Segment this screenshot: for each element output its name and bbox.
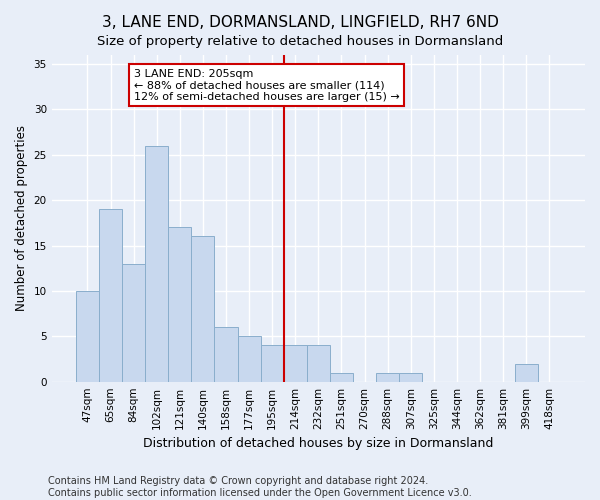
- Bar: [399, 372, 422, 382]
- Text: 3, LANE END, DORMANSLAND, LINGFIELD, RH7 6ND: 3, LANE END, DORMANSLAND, LINGFIELD, RH7…: [101, 15, 499, 30]
- Bar: [260, 346, 284, 382]
- Bar: [376, 372, 399, 382]
- Text: Contains HM Land Registry data © Crown copyright and database right 2024.
Contai: Contains HM Land Registry data © Crown c…: [48, 476, 472, 498]
- Text: Size of property relative to detached houses in Dormansland: Size of property relative to detached ho…: [97, 35, 503, 48]
- Y-axis label: Number of detached properties: Number of detached properties: [15, 126, 28, 312]
- Bar: [99, 210, 122, 382]
- Bar: [76, 291, 99, 382]
- Bar: [238, 336, 260, 382]
- Bar: [330, 372, 353, 382]
- X-axis label: Distribution of detached houses by size in Dormansland: Distribution of detached houses by size …: [143, 437, 494, 450]
- Bar: [168, 228, 191, 382]
- Bar: [145, 146, 168, 382]
- Bar: [284, 346, 307, 382]
- Bar: [307, 346, 330, 382]
- Bar: [122, 264, 145, 382]
- Bar: [214, 327, 238, 382]
- Bar: [191, 236, 214, 382]
- Text: 3 LANE END: 205sqm
← 88% of detached houses are smaller (114)
12% of semi-detach: 3 LANE END: 205sqm ← 88% of detached hou…: [134, 68, 400, 102]
- Bar: [515, 364, 538, 382]
